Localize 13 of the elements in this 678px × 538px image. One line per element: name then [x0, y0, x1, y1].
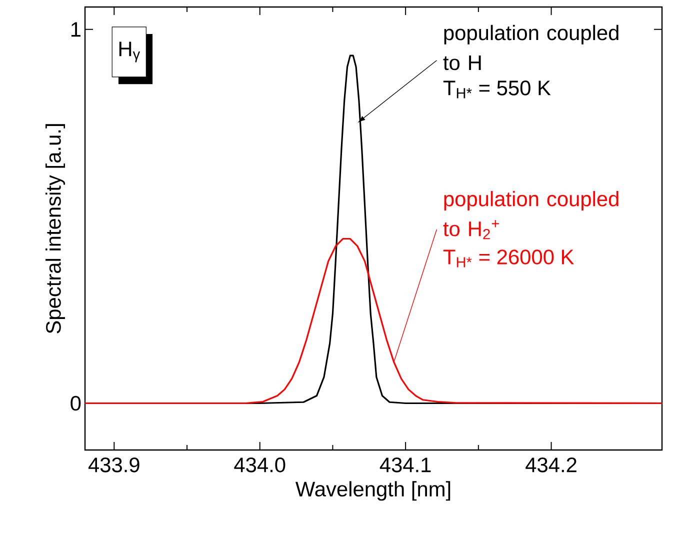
annotation: population coupled to H [443, 24, 618, 70]
x-axis-title: Wavelength [nm] [296, 481, 450, 501]
annotation: population coupled to H$_{2}$+ [443, 191, 618, 240]
annotation: T$_{H*}$ = 550 K [443, 80, 551, 98]
x-tick-label: 434.1 [380, 458, 431, 472]
y-tick-label: 0 [70, 396, 81, 411]
y-axis-title: Spectral intensity [a.u.] [46, 124, 66, 334]
annotation: H$_{γ}$ [119, 42, 140, 62]
annotation: T$_{H*}$ = 26000 K [443, 250, 574, 268]
y-tick-label: 1 [71, 22, 80, 37]
x-tick-label: 433.9 [88, 458, 140, 472]
x-tick-label: 434.0 [234, 458, 286, 472]
x-tick-label: 434.2 [526, 458, 576, 472]
